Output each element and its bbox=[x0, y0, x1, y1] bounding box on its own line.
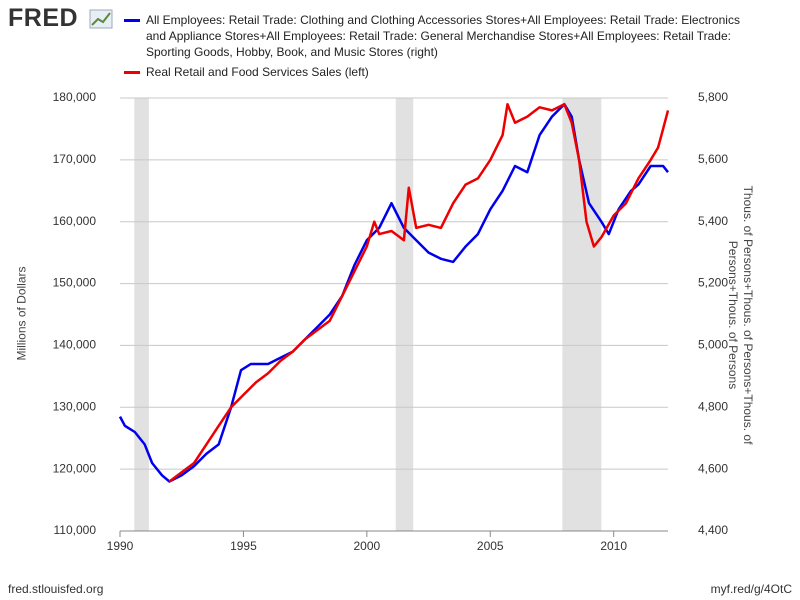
y2-tick-label: 4,400 bbox=[698, 523, 728, 537]
x-tick-label: 2000 bbox=[353, 539, 380, 553]
legend-label: All Employees: Retail Trade: Clothing an… bbox=[146, 13, 740, 59]
y-tick-label: 110,000 bbox=[54, 523, 97, 537]
logo: FRED bbox=[8, 4, 79, 32]
legend-swatch bbox=[124, 71, 140, 74]
y-tick-label: 120,000 bbox=[53, 461, 97, 475]
y-tick-label: 130,000 bbox=[53, 399, 97, 413]
y-tick-label: 160,000 bbox=[53, 214, 97, 228]
series-line bbox=[168, 102, 670, 483]
legend-entry: All Employees: Retail Trade: Clothing an… bbox=[124, 12, 746, 60]
y2-tick-label: 4,800 bbox=[698, 399, 728, 413]
y2-tick-label: 5,400 bbox=[698, 214, 728, 228]
y-tick-label: 140,000 bbox=[53, 338, 97, 352]
recession-band bbox=[562, 98, 602, 531]
y2-tick-label: 4,600 bbox=[698, 461, 728, 475]
y2-tick-label: 5,600 bbox=[698, 152, 728, 166]
recession-band bbox=[134, 98, 149, 531]
logo-icon bbox=[89, 9, 113, 29]
y2-tick-label: 5,800 bbox=[698, 90, 728, 104]
x-tick-label: 2005 bbox=[477, 539, 504, 553]
series-line bbox=[118, 102, 669, 483]
source: fred.stlouisfed.org bbox=[8, 582, 104, 596]
y2-tick-label: 5,000 bbox=[698, 338, 728, 352]
legend-label: Real Retail and Food Services Sales (lef… bbox=[146, 65, 369, 79]
x-tick-label: 1990 bbox=[107, 539, 134, 553]
legend-swatch bbox=[124, 19, 140, 22]
legend-entry: Real Retail and Food Services Sales (lef… bbox=[124, 64, 746, 80]
y2-tick-label: 5,200 bbox=[698, 276, 728, 290]
y2-axis-label: Thous. of Persons+Thous. of Persons+Thou… bbox=[726, 185, 755, 445]
short-url: myf.red/g/4OtC bbox=[710, 582, 792, 596]
y-tick-label: 150,000 bbox=[53, 276, 97, 290]
y-axis-label: Millions of Dollars bbox=[14, 266, 29, 361]
x-tick-label: 1995 bbox=[230, 539, 257, 553]
y-tick-label: 180,000 bbox=[53, 90, 97, 104]
y-tick-label: 170,000 bbox=[53, 152, 97, 166]
x-tick-label: 2010 bbox=[600, 539, 627, 553]
recession-band bbox=[395, 98, 414, 531]
